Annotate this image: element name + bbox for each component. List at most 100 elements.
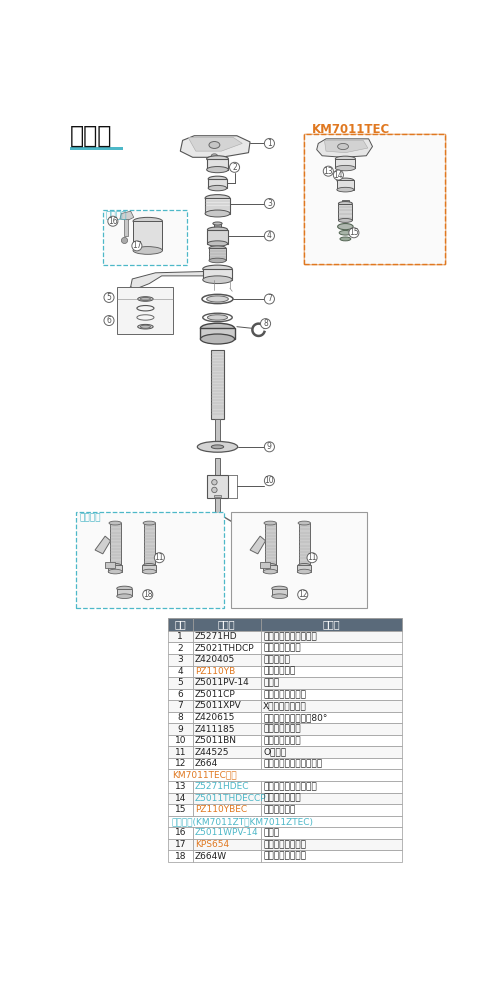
Bar: [261, 793, 402, 804]
Bar: [215, 457, 220, 474]
Text: 固定ナット: 固定ナット: [263, 655, 290, 664]
Ellipse shape: [200, 323, 234, 334]
Bar: [214, 224, 220, 230]
Text: 2: 2: [178, 644, 183, 652]
Ellipse shape: [272, 586, 287, 591]
Bar: [261, 839, 402, 850]
Ellipse shape: [133, 247, 162, 254]
Text: 分解図: 分解図: [70, 124, 112, 148]
Text: 5: 5: [106, 293, 112, 302]
Bar: [336, 158, 355, 168]
Polygon shape: [120, 211, 134, 221]
Text: カートリッジ: カートリッジ: [263, 667, 296, 676]
Text: 4: 4: [178, 667, 183, 676]
Bar: [261, 665, 402, 677]
Bar: [261, 828, 402, 839]
Text: Z664: Z664: [195, 759, 218, 768]
Polygon shape: [250, 537, 266, 553]
Text: 逆止弁ジョイントセット: 逆止弁ジョイントセット: [263, 759, 322, 768]
Ellipse shape: [338, 202, 352, 205]
Bar: [168, 758, 192, 769]
Ellipse shape: [213, 222, 222, 225]
Text: 7: 7: [178, 702, 183, 711]
Bar: [203, 269, 232, 280]
Ellipse shape: [208, 176, 227, 181]
Circle shape: [260, 319, 270, 329]
Text: 17: 17: [174, 841, 186, 849]
Bar: [232, 512, 367, 608]
Bar: [168, 746, 192, 758]
Bar: [192, 839, 261, 850]
Bar: [261, 654, 402, 665]
Circle shape: [334, 170, 344, 180]
Text: 13: 13: [174, 782, 186, 791]
Circle shape: [264, 475, 274, 486]
Bar: [108, 565, 122, 571]
Ellipse shape: [337, 178, 354, 183]
Text: 1: 1: [178, 633, 183, 642]
Bar: [261, 850, 402, 862]
Bar: [299, 523, 310, 565]
Bar: [142, 565, 156, 571]
Bar: [215, 419, 220, 443]
Text: PZ110YBEC: PZ110YBEC: [195, 806, 247, 815]
Text: 寒冷地用: 寒冷地用: [106, 211, 128, 221]
Ellipse shape: [200, 334, 234, 345]
Circle shape: [230, 162, 239, 172]
Circle shape: [212, 479, 217, 485]
Ellipse shape: [140, 325, 150, 329]
Circle shape: [264, 198, 274, 209]
Ellipse shape: [140, 297, 150, 301]
Bar: [103, 210, 186, 265]
Bar: [192, 781, 261, 793]
Ellipse shape: [108, 569, 122, 574]
Polygon shape: [324, 141, 368, 152]
Text: Z420405: Z420405: [195, 655, 235, 664]
Text: 回転規制ストッパー80°: 回転規制ストッパー80°: [263, 713, 328, 722]
Text: 6: 6: [106, 316, 112, 325]
Bar: [337, 180, 354, 190]
Ellipse shape: [338, 144, 348, 149]
Bar: [192, 804, 261, 816]
Bar: [209, 248, 226, 260]
Circle shape: [307, 552, 317, 562]
Text: 番号: 番号: [174, 620, 186, 630]
Ellipse shape: [340, 237, 351, 241]
Bar: [168, 631, 192, 643]
Text: Z5011BN: Z5011BN: [195, 737, 237, 745]
Circle shape: [264, 294, 274, 304]
Bar: [168, 793, 192, 804]
Ellipse shape: [133, 218, 162, 225]
Text: 6: 6: [178, 690, 183, 699]
Bar: [215, 498, 220, 513]
Polygon shape: [95, 537, 110, 553]
Circle shape: [212, 487, 217, 493]
Bar: [168, 618, 192, 631]
Text: 18: 18: [143, 590, 152, 599]
Bar: [168, 839, 192, 850]
Bar: [208, 179, 227, 188]
Text: KM7011TEC仕様: KM7011TEC仕様: [172, 771, 236, 780]
Text: キャップセット: キャップセット: [263, 794, 301, 803]
Bar: [298, 565, 312, 571]
Text: 16: 16: [174, 829, 186, 838]
Text: Z5011CP: Z5011CP: [195, 690, 236, 699]
Text: カートリッジ: カートリッジ: [263, 806, 296, 815]
Polygon shape: [180, 136, 250, 157]
Bar: [214, 495, 220, 497]
Bar: [168, 828, 192, 839]
Text: 10: 10: [264, 476, 274, 485]
Ellipse shape: [117, 586, 132, 591]
Bar: [117, 588, 132, 596]
Text: 9: 9: [267, 443, 272, 451]
Bar: [117, 287, 172, 335]
Ellipse shape: [138, 325, 153, 329]
Text: 品　番: 品 番: [218, 620, 236, 630]
Text: 15: 15: [174, 806, 186, 815]
Circle shape: [104, 292, 114, 303]
Bar: [261, 689, 402, 700]
Ellipse shape: [142, 569, 156, 574]
Polygon shape: [130, 267, 214, 290]
Bar: [205, 198, 230, 214]
Text: 吐水口: 吐水口: [263, 829, 280, 838]
